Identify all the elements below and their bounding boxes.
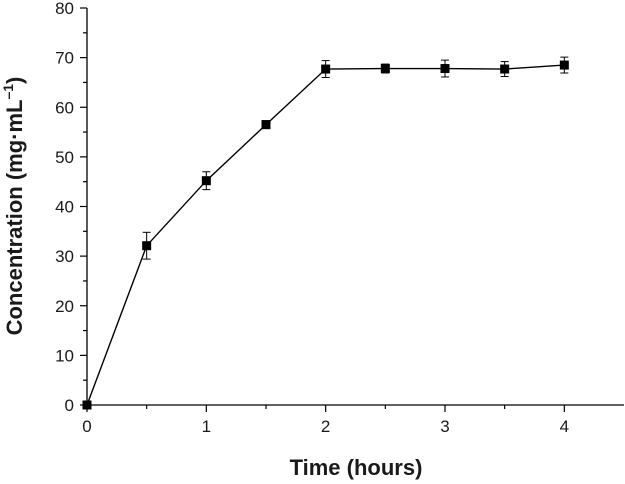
y-axis-title-main: Concentration (mg·mL bbox=[2, 100, 27, 336]
data-point-marker bbox=[440, 64, 450, 74]
data-point-marker bbox=[559, 60, 569, 70]
y-tick-label: 30 bbox=[55, 247, 74, 266]
y-tick-label: 50 bbox=[55, 148, 74, 167]
y-tick-label: 10 bbox=[55, 346, 74, 365]
y-axis-title: Concentration (mg·mL–1) bbox=[0, 77, 27, 336]
x-tick-label: 2 bbox=[321, 417, 330, 436]
y-tick-label: 80 bbox=[55, 0, 74, 18]
series-line bbox=[86, 64, 565, 406]
y-tick-label: 40 bbox=[55, 198, 74, 217]
y-tick-label: 70 bbox=[55, 49, 74, 68]
axes bbox=[86, 8, 624, 406]
y-axis-title-close: ) bbox=[2, 77, 27, 84]
data-point-marker bbox=[261, 120, 271, 130]
data-point-marker bbox=[500, 64, 510, 74]
data-point-marker bbox=[380, 64, 390, 74]
x-axis-title: Time (hours) bbox=[290, 455, 423, 480]
series bbox=[82, 56, 569, 410]
x-tick-label: 1 bbox=[202, 417, 211, 436]
data-point-marker bbox=[201, 176, 211, 186]
y-tick-label: 60 bbox=[55, 98, 74, 117]
data-point-marker bbox=[82, 400, 92, 410]
x-tick-label: 4 bbox=[560, 417, 569, 436]
x-tick-label: 0 bbox=[82, 417, 91, 436]
y-axis-title-superscript: –1 bbox=[0, 84, 16, 100]
data-point-marker bbox=[321, 64, 331, 74]
x-tick-label: 3 bbox=[440, 417, 449, 436]
y-tick-label: 0 bbox=[65, 396, 74, 415]
data-point-marker bbox=[142, 241, 152, 251]
y-tick-label: 20 bbox=[55, 297, 74, 316]
